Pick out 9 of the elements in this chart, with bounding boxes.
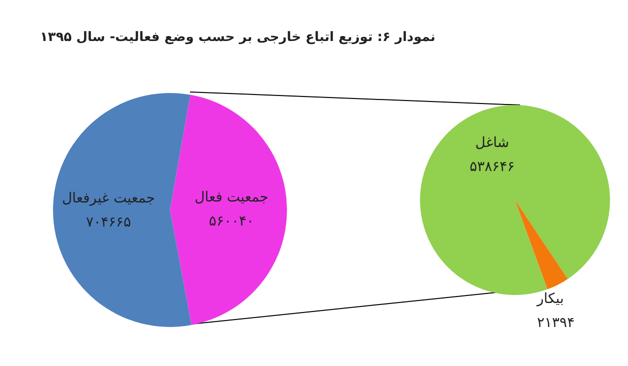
- slice-label: بیکار: [536, 291, 564, 307]
- chart-title: نمودار ۶: توزیع اتباع خارجی بر حسب وضع فعالیت- سال ۱۳۹۵: [40, 30, 436, 45]
- data-label: ۷۰۴۶۶۵: [86, 214, 132, 230]
- slice-label: شاغل: [475, 134, 510, 151]
- data-label: ۵۶۰۰۴۰: [208, 214, 254, 230]
- data-label: ۵۳۸۶۴۶: [470, 158, 515, 175]
- slice-label: جمعیت غیرفعال: [62, 190, 156, 206]
- data-label: ۲۱۳۹۴: [537, 315, 575, 331]
- slice-label: جمعیت فعال: [194, 190, 268, 206]
